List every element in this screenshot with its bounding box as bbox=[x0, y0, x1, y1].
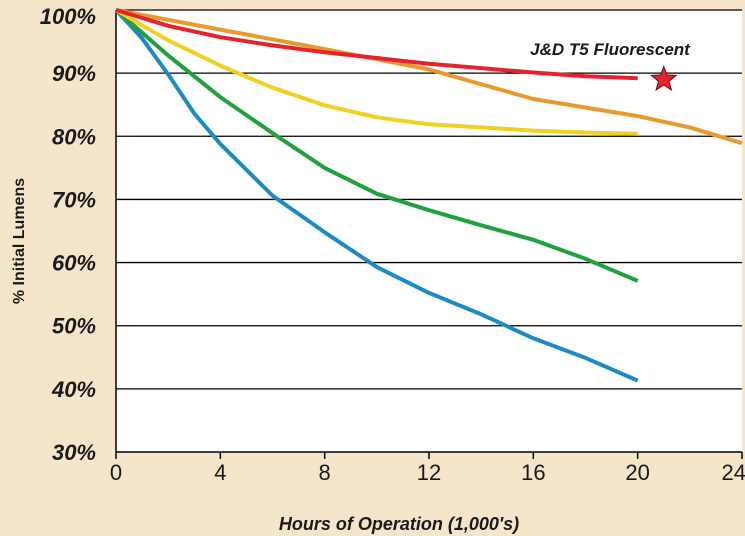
y-tick-label: 80% bbox=[52, 124, 96, 149]
x-tick-label: 20 bbox=[625, 460, 649, 485]
annotation: J&D T5 Fluorescent bbox=[530, 40, 691, 92]
series-line bbox=[114, 8, 638, 136]
y-tick-label: 30% bbox=[52, 440, 96, 465]
y-tick-labels: 100% 90% 80% 70% 60% 50% 40% 30% bbox=[40, 4, 96, 465]
x-tick-label: 4 bbox=[214, 460, 226, 485]
series-lines bbox=[114, 8, 743, 383]
x-tick-label: 24 bbox=[722, 460, 745, 485]
y-tick-label: 50% bbox=[52, 314, 96, 339]
star-icon bbox=[650, 65, 678, 92]
y-tick-label: 90% bbox=[52, 61, 96, 86]
series-line bbox=[114, 8, 639, 283]
gridlines bbox=[116, 9, 742, 390]
x-tick-labels: 0 4 8 12 16 20 24 bbox=[110, 460, 745, 485]
y-axis-label: % Initial Lumens bbox=[11, 178, 28, 304]
x-axis-label: Hours of Operation (1,000's) bbox=[279, 514, 519, 534]
plot-area bbox=[116, 10, 742, 452]
x-tick-label: 8 bbox=[319, 460, 331, 485]
x-tick-label: 12 bbox=[417, 460, 441, 485]
axes bbox=[115, 10, 743, 459]
x-tick-label: 0 bbox=[110, 460, 122, 485]
y-tick-label: 100% bbox=[40, 4, 96, 29]
series-line bbox=[114, 8, 639, 383]
y-tick-label: 60% bbox=[52, 251, 96, 276]
y-tick-label: 70% bbox=[52, 187, 96, 212]
y-tick-label: 40% bbox=[51, 377, 96, 402]
x-tick-label: 16 bbox=[521, 460, 545, 485]
series-line bbox=[115, 8, 743, 146]
annotation-label: J&D T5 Fluorescent bbox=[530, 40, 691, 59]
series-line bbox=[115, 8, 638, 81]
